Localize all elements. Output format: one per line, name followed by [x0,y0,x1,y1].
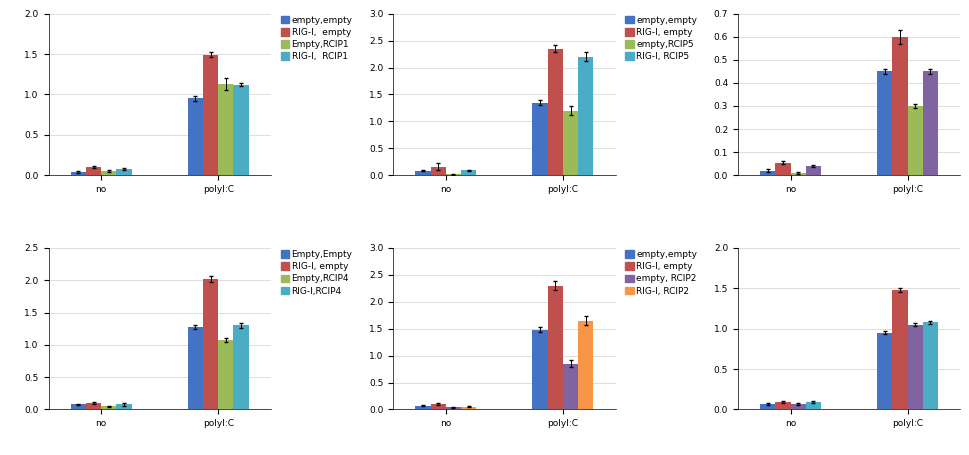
Bar [71,404,86,410]
Bar [805,402,820,410]
Bar [415,406,430,410]
Bar [876,71,891,175]
Legend: Empty,Empty, RIG-I, empty, Empty,RCIP4, RIG-I,RCIP4: Empty,Empty, RIG-I, empty, Empty,RCIP4, … [280,249,353,297]
Bar [234,325,248,410]
Bar [891,37,907,175]
Bar [86,167,101,175]
Bar [101,171,116,175]
Bar [774,162,790,175]
Bar [790,404,805,410]
Bar [805,166,820,175]
Bar [430,167,446,175]
Bar [562,111,578,175]
Bar [760,171,774,175]
Bar [116,404,132,410]
Bar [86,403,101,410]
Legend: empty,empty, RIG-I, empty, empty,RCIP5, RIG-I, RCIP5: empty,empty, RIG-I, empty, empty,RCIP5, … [624,15,698,62]
Bar [774,402,790,410]
Bar [203,55,218,175]
Bar [101,406,116,410]
Bar [891,290,907,410]
Bar [71,172,86,175]
Bar [876,333,891,410]
Bar [760,404,774,410]
Bar [415,171,430,175]
Bar [430,404,446,410]
Bar [460,170,476,175]
Bar [790,173,805,175]
Bar [562,364,578,410]
Bar [922,71,937,175]
Bar [218,340,234,410]
Bar [188,98,203,175]
Bar [188,328,203,410]
Bar [907,106,922,175]
Legend: empty,empty, RIG-I,  empty, Empty,RCIP1, RIG-I,  RCIP1: empty,empty, RIG-I, empty, Empty,RCIP1, … [280,15,353,62]
Bar [460,407,476,410]
Bar [578,57,593,175]
Bar [532,102,547,175]
Bar [578,321,593,410]
Bar [234,85,248,175]
Bar [907,325,922,410]
Bar [116,169,132,175]
Bar [922,322,937,410]
Bar [218,84,234,175]
Bar [446,174,460,175]
Bar [547,286,562,410]
Bar [446,407,460,410]
Bar [203,279,218,410]
Bar [532,330,547,410]
Legend: empty,empty, RIG-I, empty, empty, RCIP2, RIG-I, RCIP2: empty,empty, RIG-I, empty, empty, RCIP2,… [624,249,698,297]
Bar [547,49,562,175]
